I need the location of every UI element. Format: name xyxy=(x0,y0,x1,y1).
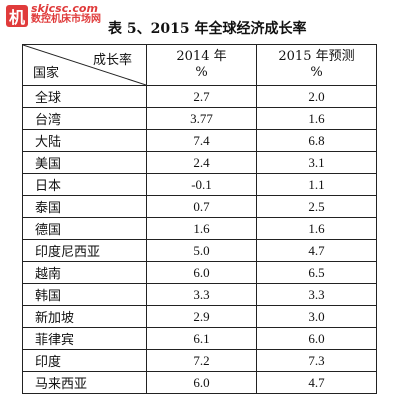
country-cell: 台湾 xyxy=(22,107,147,130)
value-2014-cell: 3.3 xyxy=(146,283,257,306)
value-2014-cell: 2.7 xyxy=(146,85,257,108)
header-2014: 2014 年 % xyxy=(146,44,257,86)
value-2015-forecast-cell: 6.8 xyxy=(256,129,377,152)
value-2015-forecast-cell: 4.7 xyxy=(256,371,377,394)
value-2014-cell: 7.4 xyxy=(146,129,257,152)
value-2014-cell: 0.7 xyxy=(146,195,257,218)
table-row: 美国 2.4 3.1 xyxy=(22,151,377,174)
value-2014-cell: 2.9 xyxy=(146,305,257,328)
value-2015-forecast-cell: 6.0 xyxy=(256,327,377,350)
site-name: 数控机床市场网 xyxy=(31,13,101,25)
value-2015-forecast-cell: 2.0 xyxy=(256,85,377,108)
table-row: 印度 7.2 7.3 xyxy=(22,349,377,372)
country-cell: 印度尼西亚 xyxy=(22,239,147,262)
country-cell: 越南 xyxy=(22,261,147,284)
table-title: 表 5、2015 年全球经济成长率 xyxy=(108,21,307,37)
value-2015-forecast-cell: 2.5 xyxy=(256,195,377,218)
header-2015-label: 2015 年预测 xyxy=(278,49,355,64)
value-2014-cell: 2.4 xyxy=(146,151,257,174)
value-2015-forecast-cell: 3.1 xyxy=(256,151,377,174)
country-cell: 全球 xyxy=(22,85,147,108)
table-row: 韩国 3.3 3.3 xyxy=(22,283,377,306)
country-cell: 美国 xyxy=(22,151,147,174)
value-2015-forecast-cell: 1.1 xyxy=(256,173,377,196)
table-row: 日本 -0.1 1.1 xyxy=(22,173,377,196)
value-2015-forecast-cell: 3.3 xyxy=(256,283,377,306)
site-logo-icon: 机 xyxy=(6,5,28,27)
value-2014-cell: 5.0 xyxy=(146,239,257,262)
country-cell: 菲律宾 xyxy=(22,327,147,350)
growth-rate-table: 成长率 国家 2014 年 % 2015 年预测 % 全球 2.7 2.0 台湾 3.7… xyxy=(22,44,377,394)
value-2015-forecast-cell: 7.3 xyxy=(256,349,377,372)
value-2015-forecast-cell: 6.5 xyxy=(256,261,377,284)
table-row: 菲律宾 6.1 6.0 xyxy=(22,327,377,350)
table-row: 越南 6.0 6.5 xyxy=(22,261,377,284)
corner-header-country: 国家 xyxy=(33,66,60,81)
country-cell: 印度 xyxy=(22,349,147,372)
country-cell: 德国 xyxy=(22,217,147,240)
table-row: 全球 2.7 2.0 xyxy=(22,85,377,108)
header-2015-unit: % xyxy=(310,65,323,80)
value-2014-cell: 6.0 xyxy=(146,371,257,394)
corner-header-cell: 成长率 国家 xyxy=(22,44,147,86)
corner-header-growth-rate: 成长率 xyxy=(92,53,132,68)
table-row: 大陆 7.4 6.8 xyxy=(22,129,377,152)
value-2014-cell: 7.2 xyxy=(146,349,257,372)
country-cell: 泰国 xyxy=(22,195,147,218)
value-2014-cell: 1.6 xyxy=(146,217,257,240)
table-row: 马来西亚 6.0 4.7 xyxy=(22,371,377,394)
value-2015-forecast-cell: 1.6 xyxy=(256,217,377,240)
value-2015-forecast-cell: 1.6 xyxy=(256,107,377,130)
value-2014-cell: 3.77 xyxy=(146,107,257,130)
value-2015-forecast-cell: 4.7 xyxy=(256,239,377,262)
country-cell: 马来西亚 xyxy=(22,371,147,394)
table-row: 台湾 3.77 1.6 xyxy=(22,107,377,130)
table-row: 泰国 0.7 2.5 xyxy=(22,195,377,218)
site-watermark: 机 skjcsc.com 数控机床市场网 xyxy=(6,3,101,27)
header-2014-unit: % xyxy=(195,65,208,80)
table-row: 新加坡 2.9 3.0 xyxy=(22,305,377,328)
header-2015-forecast: 2015 年预测 % xyxy=(256,44,377,86)
table-header-row: 成长率 国家 2014 年 % 2015 年预测 % xyxy=(22,44,377,86)
value-2014-cell: 6.0 xyxy=(146,261,257,284)
value-2014-cell: -0.1 xyxy=(146,173,257,196)
site-url: skjcsc.com xyxy=(31,2,98,15)
country-cell: 日本 xyxy=(22,173,147,196)
header-2014-label: 2014 年 xyxy=(176,49,227,64)
value-2014-cell: 6.1 xyxy=(146,327,257,350)
country-cell: 韩国 xyxy=(22,283,147,306)
country-cell: 大陆 xyxy=(22,129,147,152)
table-row: 印度尼西亚 5.0 4.7 xyxy=(22,239,377,262)
country-cell: 新加坡 xyxy=(22,305,147,328)
value-2015-forecast-cell: 3.0 xyxy=(256,305,377,328)
site-logo-text: skjcsc.com 数控机床市场网 xyxy=(31,3,101,25)
table-row: 德国 1.6 1.6 xyxy=(22,217,377,240)
diagonal-divider xyxy=(23,45,146,85)
